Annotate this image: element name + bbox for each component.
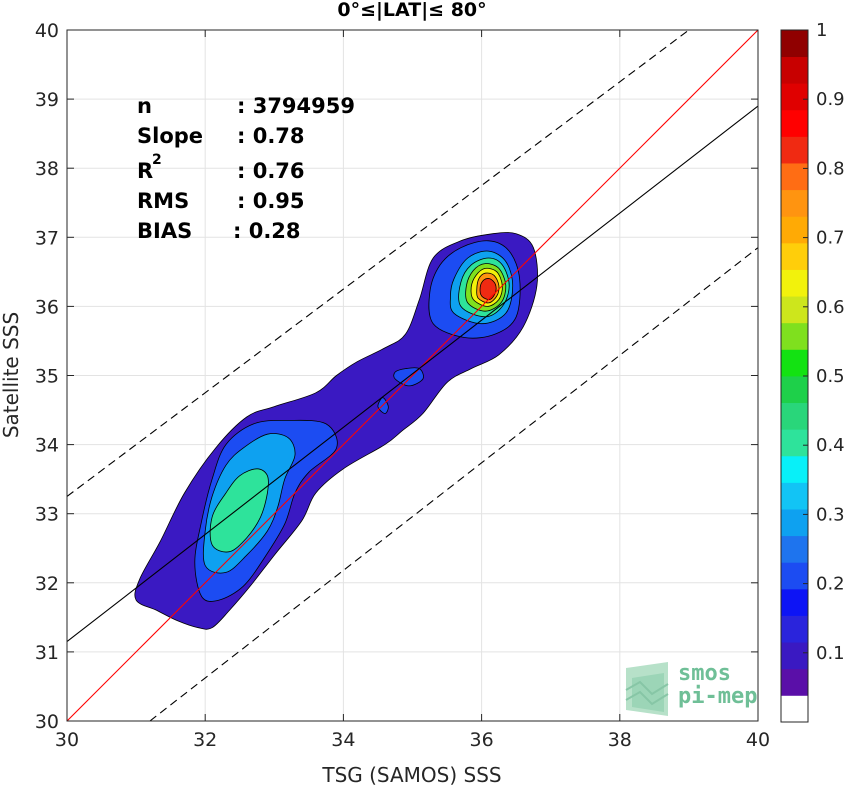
x-tick-label: 32 (193, 729, 217, 751)
stat-rms-label: RMS (137, 189, 189, 213)
colorbar-segment (781, 535, 808, 563)
one-to-one-line (67, 30, 758, 721)
colorbar-ticks: 0.1 0.2 0.3 0.4 0.5 0.6 0.7 0.8 0.9 1 (803, 20, 845, 664)
x-axis-label: TSG (SAMOS) SSS (321, 763, 501, 787)
stat-n-label: n (137, 94, 152, 118)
colorbar-segment (781, 242, 808, 270)
stat-rms-value: : 0.95 (237, 189, 305, 213)
colorbar-tick-label: 0.9 (816, 89, 845, 110)
regression-line (67, 105, 758, 642)
smos-logo-icon (625, 662, 669, 716)
stat-r2-value: : 0.76 (237, 159, 305, 183)
colorbar-segment (781, 668, 808, 696)
watermark-line2: pi-mep (678, 684, 757, 709)
colorbar-tick-label: 0.3 (816, 504, 845, 525)
reference-lines (67, 30, 758, 721)
colorbar-segment (781, 482, 808, 510)
colorbar-segment (781, 402, 808, 430)
y-axis-label: Satellite SSS (0, 312, 23, 438)
colorbar-segment (781, 322, 808, 350)
y-tick-label: 35 (35, 366, 59, 388)
colorbar-segment (781, 642, 808, 670)
stat-r2-label: R (137, 159, 153, 183)
colorbar-segment (781, 615, 808, 643)
x-tick-label: 30 (55, 729, 79, 751)
stat-slope-label: Slope (137, 124, 203, 148)
colorbar-segment (781, 56, 808, 84)
colorbar (780, 29, 809, 723)
colorbar-segment (781, 109, 808, 137)
y-tick-label: 39 (35, 89, 59, 111)
y-tick-label: 30 (35, 711, 59, 733)
colorbar-segment (781, 588, 808, 616)
contour-level-0.85 (479, 278, 497, 301)
y-tick-label: 31 (35, 642, 59, 664)
colorbar-tick-label: 0.2 (816, 574, 845, 595)
stat-slope-value: : 0.78 (237, 124, 305, 148)
stats-box: n : 3794959 Slope : 0.78 R 2 : 0.76 RMS … (137, 94, 355, 243)
colorbar-segment (781, 455, 808, 483)
colorbar-tick-label: 0.6 (816, 297, 845, 318)
contour-level-0.35 (209, 468, 269, 553)
stat-n-value: : 3794959 (237, 94, 355, 118)
smos-pimep-watermark: smos pi-mep (625, 661, 757, 716)
colorbar-tick-label: 0.4 (816, 435, 845, 456)
colorbar-segment (781, 269, 808, 297)
colorbar-tick-label: 1 (816, 20, 827, 41)
colorbar-tick-label: 0.5 (816, 366, 845, 387)
colorbar-tick-label: 0.1 (816, 643, 845, 664)
colorbar-segment (781, 376, 808, 404)
y-tick-label: 34 (35, 435, 59, 457)
colorbar-segment (781, 216, 808, 244)
chart-title: 0°≤|LAT|≤ 80° (337, 0, 486, 21)
colorbar-segment (781, 163, 808, 191)
y-tick-label: 33 (35, 504, 59, 526)
colorbar-segment (781, 189, 808, 217)
colorbar-segment (781, 562, 808, 590)
colorbar-tick-label: 0.7 (816, 228, 845, 249)
x-tick-label: 36 (470, 729, 494, 751)
colorbar-segment (781, 30, 808, 58)
y-tick-label: 32 (35, 573, 59, 595)
y-tick-label: 40 (35, 20, 59, 42)
y-tick-label: 38 (35, 158, 59, 180)
lower-bound-line (149, 247, 758, 721)
watermark-line1: smos (678, 661, 731, 686)
colorbar-segment (781, 695, 808, 723)
colorbar-segment (781, 429, 808, 457)
density-contours (134, 232, 538, 630)
colorbar-segment (781, 83, 808, 111)
colorbar-segment (781, 296, 808, 324)
colorbar-segment (781, 509, 808, 537)
colorbar-segment (781, 349, 808, 377)
x-ticks: 30 32 34 36 38 40 (55, 30, 770, 751)
stat-r2-sup: 2 (152, 152, 162, 168)
colorbar-segment (781, 136, 808, 164)
y-ticks: 30 31 32 33 34 35 36 37 38 39 40 (35, 20, 758, 733)
x-tick-label: 38 (608, 729, 632, 751)
colorbar-tick-label: 0.8 (816, 158, 845, 179)
x-tick-label: 40 (746, 729, 770, 751)
stat-bias-label: BIAS (137, 219, 192, 243)
stat-bias-value: : 0.28 (233, 219, 301, 243)
x-tick-label: 34 (331, 729, 355, 751)
y-tick-label: 37 (35, 227, 59, 249)
y-tick-label: 36 (35, 296, 59, 318)
